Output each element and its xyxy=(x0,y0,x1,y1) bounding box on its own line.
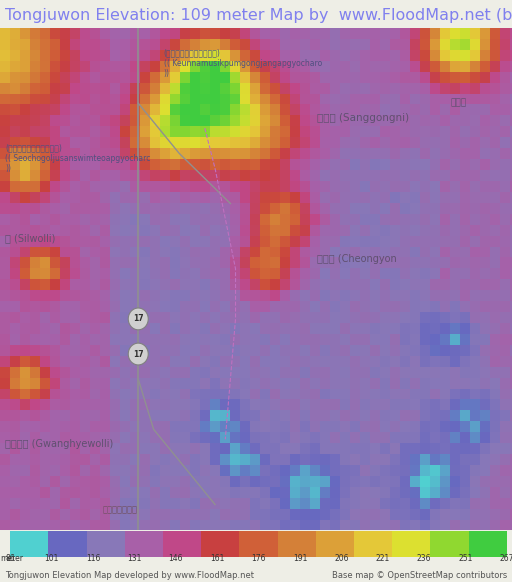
Bar xyxy=(240,531,278,557)
Text: 101: 101 xyxy=(45,555,59,563)
Text: (큰나무식품공장앞교차로)
(( Keunnamusikpumgongjangapgyocharo
)): (큰나무식품공장앞교차로) (( Keunnamusikpumgongjanga… xyxy=(164,48,322,78)
Text: 광혜원산업단지: 광혜원산업단지 xyxy=(102,505,137,514)
Text: 17: 17 xyxy=(133,350,143,359)
Text: (서초골주산섬터앞교차도)
(( Seochogoljusanswimteoapgyocharc
)): (서초골주산섬터앞교차도) (( Seochogoljusanswimteoap… xyxy=(5,144,151,173)
Text: 131: 131 xyxy=(127,555,142,563)
Text: 206: 206 xyxy=(334,555,349,563)
Text: 251: 251 xyxy=(458,555,473,563)
Bar xyxy=(10,531,49,557)
Text: 웅성리: 웅성리 xyxy=(451,99,466,108)
Bar xyxy=(201,531,240,557)
Text: 17: 17 xyxy=(133,314,143,324)
Text: 146: 146 xyxy=(168,555,183,563)
Text: 176: 176 xyxy=(251,555,266,563)
Bar xyxy=(278,531,316,557)
Text: Tongjuwon Elevation: 109 meter Map by  www.FloodMap.net (beta): Tongjuwon Elevation: 109 meter Map by ww… xyxy=(5,8,512,23)
Text: 리 (Silwolli): 리 (Silwolli) xyxy=(5,233,55,244)
Text: 161: 161 xyxy=(210,555,224,563)
Circle shape xyxy=(128,308,148,330)
Text: 236: 236 xyxy=(417,555,431,563)
Text: 86: 86 xyxy=(6,555,15,563)
Text: 191: 191 xyxy=(293,555,307,563)
Bar xyxy=(316,531,354,557)
Bar xyxy=(49,531,87,557)
Circle shape xyxy=(128,343,148,365)
Text: Base map © OpenStreetMap contributors: Base map © OpenStreetMap contributors xyxy=(332,571,507,580)
Text: 221: 221 xyxy=(376,555,390,563)
Text: Tongjuwon Elevation Map developed by www.FloodMap.net: Tongjuwon Elevation Map developed by www… xyxy=(5,571,254,580)
Text: 267: 267 xyxy=(500,555,512,563)
Text: 116: 116 xyxy=(86,555,100,563)
Bar xyxy=(87,531,125,557)
Bar xyxy=(354,531,392,557)
Text: 청율리 (Cheongyon: 청율리 (Cheongyon xyxy=(317,254,397,264)
Text: 광혜원리 (Gwanghyewolli): 광혜원리 (Gwanghyewolli) xyxy=(5,439,113,449)
Bar xyxy=(431,531,468,557)
Bar xyxy=(468,531,507,557)
Bar xyxy=(125,531,163,557)
Bar xyxy=(392,531,431,557)
Text: 삼곡리 (Sanggongni): 삼곡리 (Sanggongni) xyxy=(317,113,410,123)
Text: meter: meter xyxy=(0,555,23,563)
Bar xyxy=(163,531,201,557)
